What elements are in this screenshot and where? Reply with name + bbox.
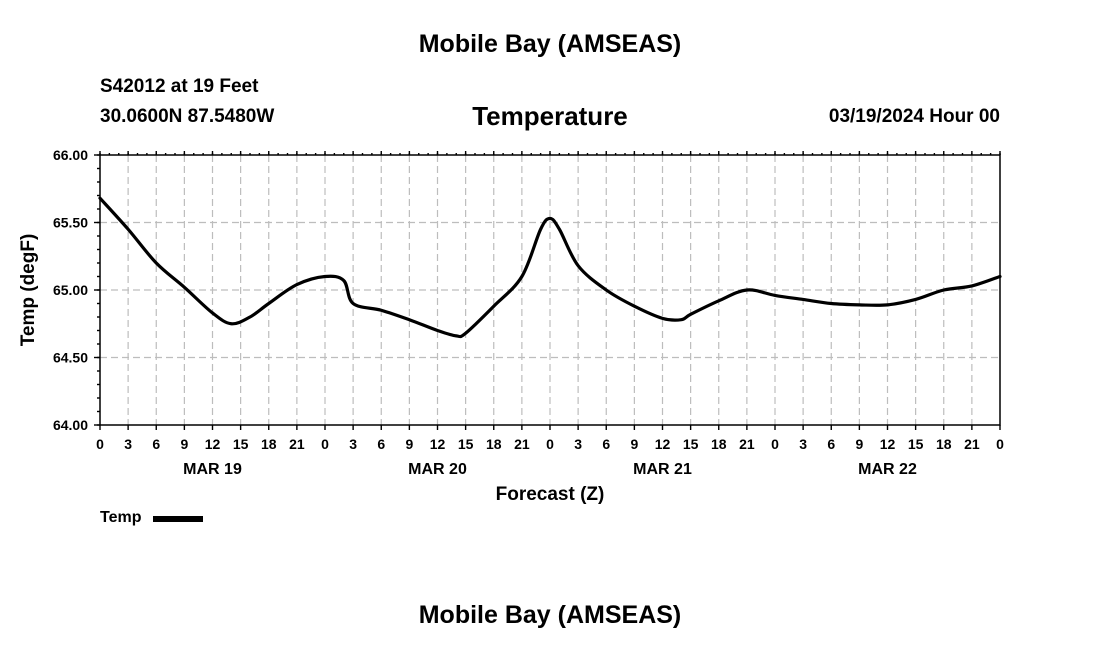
x-tick-label: 3	[799, 436, 807, 452]
x-tick-label: 6	[602, 436, 610, 452]
legend: Temp	[100, 509, 204, 527]
y-tick-label: 64.00	[53, 417, 88, 433]
x-tick-label: 6	[377, 436, 385, 452]
x-tick-label: 3	[349, 436, 357, 452]
tick-layer	[94, 151, 1001, 430]
x-tick-label: 6	[152, 436, 160, 452]
x-tick-label: 9	[405, 436, 413, 452]
x-tick-label: 0	[321, 436, 329, 452]
series-layer	[98, 196, 1002, 339]
x-tick-label: 21	[514, 436, 530, 452]
x-tick-label: 9	[630, 436, 638, 452]
x-tick-label: 18	[486, 436, 502, 452]
page-title: Mobile Bay (AMSEAS)	[418, 30, 682, 58]
date-label: MAR 20	[408, 461, 467, 478]
x-tick-label: 12	[430, 436, 446, 452]
y-tick-label: 65.00	[53, 282, 88, 298]
x-tick-label: 9	[180, 436, 188, 452]
x-tick-label: 15	[683, 436, 699, 452]
x-tick-label: 18	[261, 436, 277, 452]
x-tick-label: 15	[908, 436, 924, 452]
x-tick-label: 6	[827, 436, 835, 452]
x-tick-label: 12	[655, 436, 671, 452]
x-tick-label: 0	[771, 436, 779, 452]
date-label: MAR 21	[633, 461, 692, 478]
x-tick-label: 18	[936, 436, 952, 452]
y-tick-label: 64.50	[53, 350, 88, 366]
x-tick-label: 9	[855, 436, 863, 452]
x-tick-label: 0	[96, 436, 104, 452]
date-label: MAR 22	[858, 461, 917, 478]
y-tick-label: 66.00	[53, 147, 88, 163]
station-label: S42012 at 19 Feet	[100, 76, 259, 97]
grid-layer	[100, 155, 1000, 425]
legend-label: Temp	[100, 509, 142, 526]
chart-title: Temperature	[472, 101, 628, 131]
y-axis-title: Temp (degF)	[18, 234, 39, 347]
x-tick-label: 15	[458, 436, 474, 452]
x-tick-label: 18	[711, 436, 727, 452]
x-tick-label: 3	[124, 436, 132, 452]
x-tick-label: 21	[964, 436, 980, 452]
x-tick-label: 3	[574, 436, 582, 452]
next-page-title: Mobile Bay (AMSEAS)	[418, 601, 682, 629]
temperature-chart: 64.00 64.50 65.00 65.50 66.00 0 3 6 9 12 15 18 21 0 3 6…	[18, 147, 1004, 505]
x-tick-label: 0	[996, 436, 1004, 452]
x-tick-label: 21	[739, 436, 755, 452]
x-axis-title: Forecast (Z)	[496, 484, 605, 505]
y-tick-label: 65.50	[53, 215, 88, 231]
x-tick-label: 12	[205, 436, 221, 452]
forecast-issue-time: 03/19/2024 Hour 00	[828, 106, 1000, 127]
label-layer: 64.00 64.50 65.00 65.50 66.00 0 3 6 9 12 15 18 21 0 3 6…	[18, 147, 1004, 505]
x-tick-label: 0	[546, 436, 554, 452]
date-label: MAR 19	[183, 461, 242, 478]
x-tick-label: 12	[880, 436, 896, 452]
station-coordinates: 30.0600N 87.5480W	[100, 106, 275, 127]
legend-line-swatch	[153, 516, 204, 522]
x-tick-label: 21	[289, 436, 305, 452]
x-tick-label: 15	[233, 436, 249, 452]
series-line-temp	[98, 196, 1002, 339]
